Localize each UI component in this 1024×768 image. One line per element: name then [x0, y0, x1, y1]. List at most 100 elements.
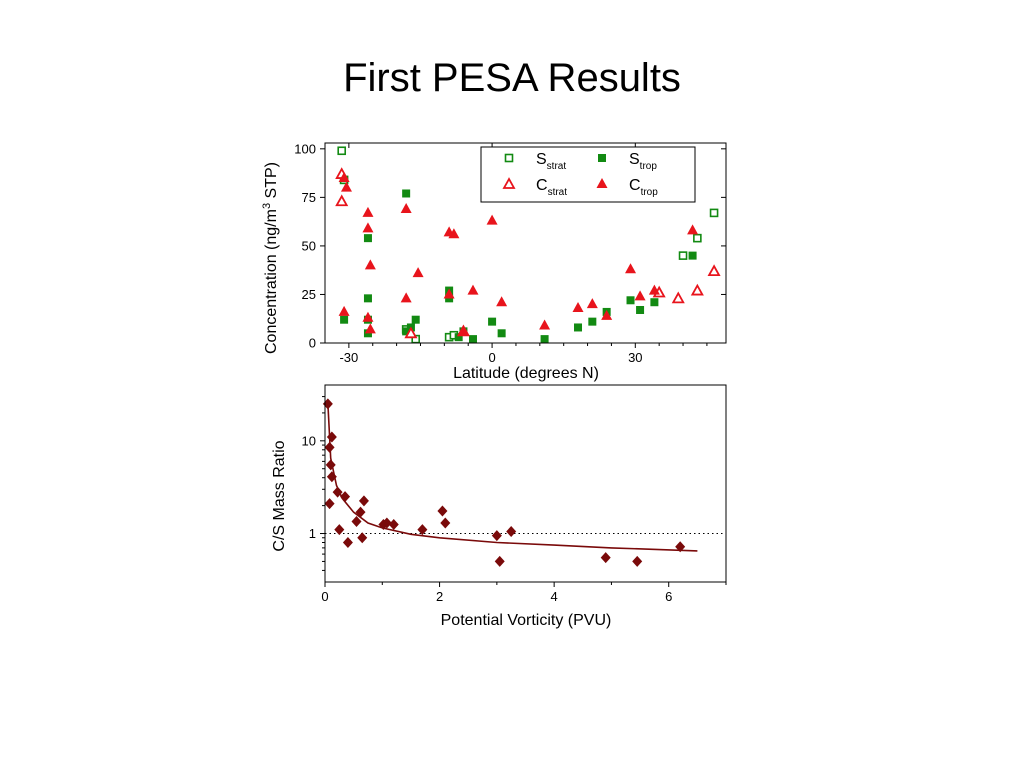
concentration-ylabel-main: Concentration (ng/m — [263, 209, 280, 354]
data-point — [448, 228, 460, 239]
data-point — [342, 537, 353, 549]
data-point — [588, 317, 597, 326]
data-point — [671, 291, 685, 304]
data-point — [357, 532, 368, 544]
data-point — [494, 555, 505, 567]
data-point — [687, 224, 699, 235]
data-point — [650, 298, 659, 307]
data-point — [362, 311, 374, 322]
x-tick-label: 30 — [628, 350, 642, 365]
data-point — [440, 517, 451, 529]
y-tick-label: 10 — [302, 433, 316, 448]
data-point — [364, 323, 376, 334]
legend-marker — [502, 177, 516, 189]
data-point — [355, 506, 366, 518]
data-point — [572, 302, 584, 313]
data-point — [338, 171, 350, 182]
data-point — [412, 267, 424, 278]
data-point — [334, 524, 345, 536]
data-point — [362, 206, 374, 217]
data-point — [324, 498, 335, 510]
y-tick-label: 75 — [302, 190, 316, 205]
data-point — [338, 305, 350, 316]
x-tick-label: 0 — [321, 589, 328, 604]
data-point — [707, 264, 721, 277]
ratio-ylabel: C/S Mass Ratio — [271, 440, 288, 551]
data-point — [402, 327, 411, 336]
data-point — [358, 495, 369, 507]
data-point — [586, 298, 598, 309]
data-point — [404, 326, 418, 339]
ratio-marks — [322, 398, 726, 567]
legend-label: Strop — [629, 151, 657, 172]
data-point — [340, 315, 349, 324]
data-point — [417, 524, 428, 536]
x-tick-label: 0 — [488, 350, 495, 365]
data-point — [467, 284, 479, 295]
data-point — [648, 284, 660, 295]
data-point — [539, 319, 551, 330]
data-point — [351, 515, 362, 527]
concentration-axes: -30 0 30 0 25 50 75 100 — [294, 141, 727, 365]
concentration-plot-frame — [324, 142, 727, 344]
data-point — [688, 251, 697, 260]
data-point — [497, 329, 506, 338]
data-point — [486, 214, 498, 225]
x-tick-label: 4 — [551, 589, 558, 604]
y-tick-label: 25 — [302, 287, 316, 302]
legend: Sstrat Strop Cstrat Ctrop — [480, 146, 696, 203]
x-tick-label: 6 — [665, 589, 672, 604]
data-point — [364, 259, 376, 270]
legend-box — [480, 146, 696, 203]
data-point — [625, 263, 637, 274]
data-point — [496, 296, 508, 307]
concentration-ylabel: Concentration (ng/m3 STP) — [261, 162, 280, 354]
data-point — [626, 296, 635, 305]
data-point — [636, 305, 645, 314]
y-tick-label: 100 — [294, 141, 316, 156]
data-point — [388, 519, 399, 531]
data-point — [363, 234, 372, 243]
data-point — [678, 251, 688, 260]
y-tick-label: 1 — [309, 526, 316, 541]
data-point — [362, 222, 374, 233]
data-point — [437, 505, 448, 517]
legend-label: Sstrat — [536, 151, 566, 172]
concentration-marks — [335, 146, 721, 344]
data-point — [488, 317, 497, 326]
data-point — [491, 530, 502, 542]
data-point — [457, 325, 469, 336]
ratio-plot-frame — [324, 384, 727, 583]
data-point — [634, 290, 646, 301]
x-tick-label: 2 — [436, 589, 443, 604]
data-point — [601, 309, 613, 320]
ratio-axes: 0 2 4 6 1 10 — [302, 384, 727, 604]
concentration-ylabel-sup: 3 — [261, 203, 273, 209]
legend-label: Ctrop — [629, 177, 658, 198]
concentration-ylabel-tail: STP) — [263, 162, 280, 203]
data-point — [400, 203, 412, 214]
data-point — [468, 335, 477, 344]
fit-curve — [327, 403, 698, 552]
data-point — [335, 194, 349, 207]
y-tick-label: 50 — [302, 238, 316, 253]
data-point — [454, 333, 463, 342]
x-tick-label: -30 — [339, 350, 358, 365]
data-point — [540, 335, 549, 344]
data-point — [632, 555, 643, 567]
data-point — [443, 288, 455, 299]
data-point — [690, 283, 704, 296]
data-point — [574, 323, 583, 332]
legend-marker — [504, 153, 514, 163]
data-point — [693, 233, 702, 243]
concentration-xlabel: Latitude (degrees N) — [453, 365, 599, 382]
legend-marker — [596, 178, 608, 188]
data-point — [506, 526, 517, 538]
data-point — [400, 292, 412, 303]
data-point — [363, 294, 372, 303]
data-point — [411, 315, 420, 324]
data-point — [340, 181, 352, 192]
data-point — [381, 517, 392, 529]
